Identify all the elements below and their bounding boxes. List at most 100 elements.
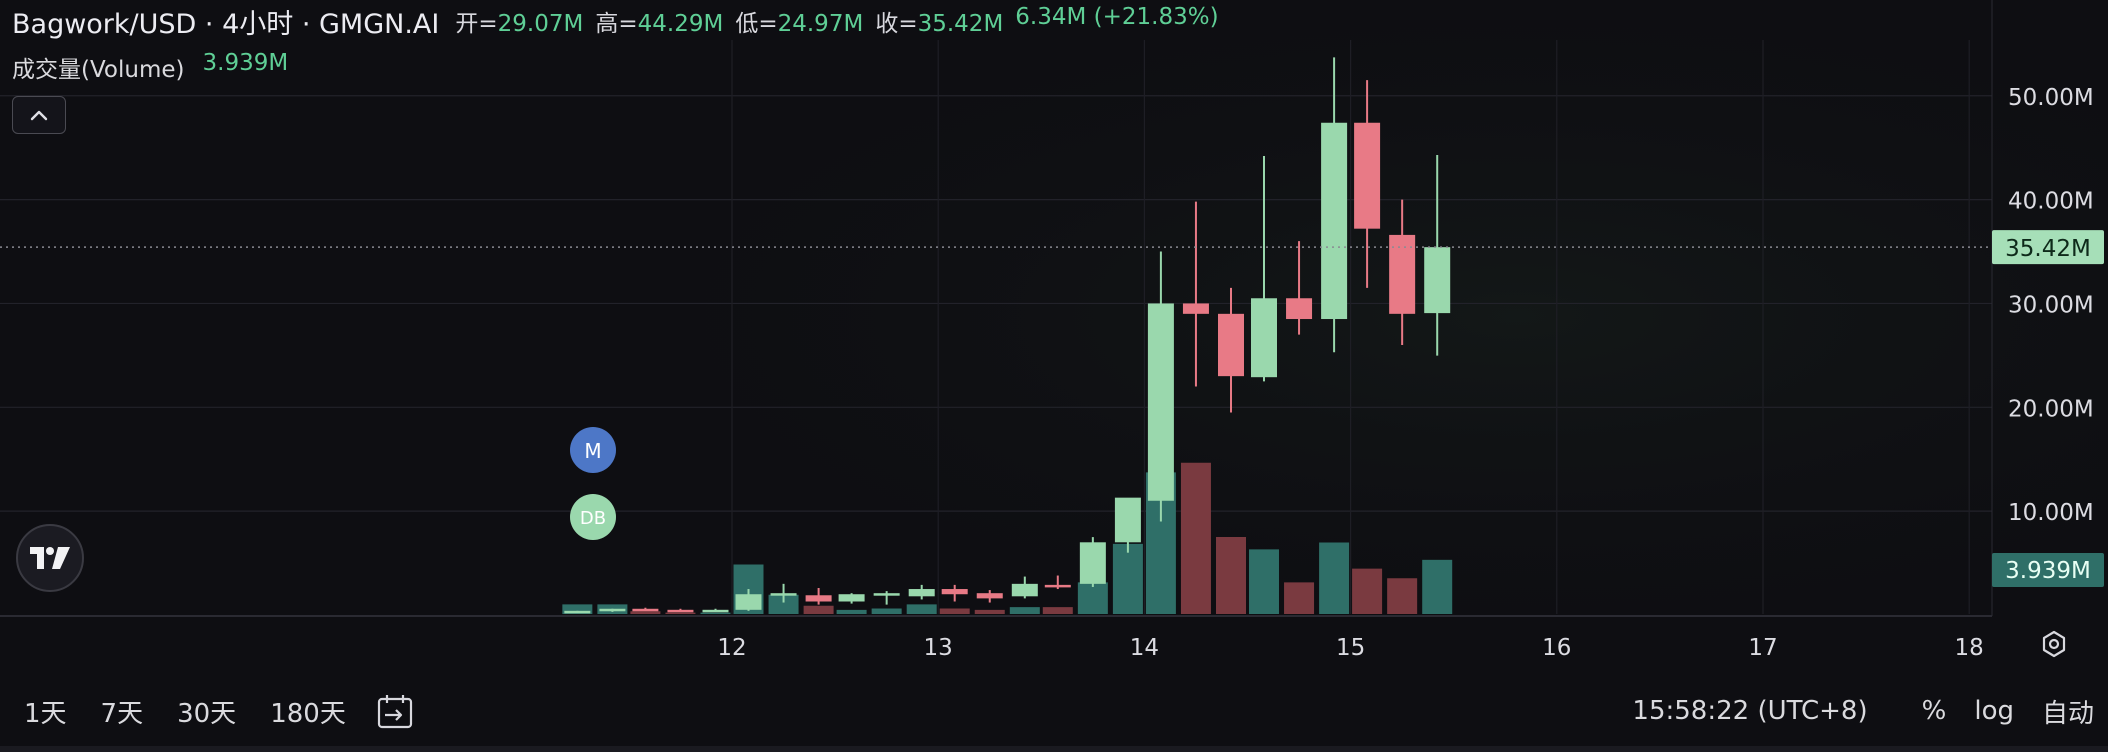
- marker-m-label: M: [584, 439, 601, 463]
- volume-bar: [803, 605, 834, 614]
- last-price-tag: [1992, 230, 2104, 265]
- x-tick-label: 14: [1130, 635, 1159, 661]
- ohlc-values: 开=29.07M 高=44.29M 低=24.97M 收=35.42M 6.34…: [455, 4, 1218, 38]
- candle-body: [1079, 542, 1106, 584]
- calendar-goto-icon: [377, 695, 413, 729]
- candle-body: [702, 609, 729, 613]
- volume-value: 3.939M: [202, 50, 289, 76]
- candle-body: [1011, 583, 1038, 597]
- volume-label: 成交量(Volume): [12, 57, 185, 83]
- close-value: 35.42M: [917, 11, 1004, 37]
- volume-bar: [562, 604, 593, 614]
- candle-body: [1286, 298, 1313, 320]
- marker-db-circle: [570, 494, 616, 540]
- range-30d[interactable]: 30天: [177, 698, 237, 729]
- candle-body: [599, 608, 626, 612]
- candle-body: [770, 593, 797, 596]
- auto-scale-toggle[interactable]: 自动: [2041, 698, 2094, 729]
- open-label: 开=: [455, 11, 498, 37]
- candle-body: [1354, 122, 1381, 229]
- x-tick-label: 13: [924, 635, 953, 661]
- low-value: 24.97M: [777, 11, 864, 37]
- marker-m-circle: [570, 427, 616, 473]
- candle-body: [873, 593, 900, 596]
- bottom-scroll-strip[interactable]: [0, 746, 2108, 752]
- volume-bar: [1077, 582, 1108, 614]
- x-tick-label: 17: [1748, 635, 1777, 661]
- y-tick-label: 10.00M: [2008, 500, 2094, 526]
- candle-body: [908, 589, 935, 597]
- candle-body: [632, 608, 659, 612]
- volume-bar: [1112, 543, 1143, 614]
- volume-bar: [700, 612, 731, 614]
- candle-body: [667, 609, 694, 613]
- close-label: 收=: [875, 11, 918, 37]
- scale-controls: 15:58:22 (UTC+8) % log 自动: [1632, 693, 2094, 730]
- x-tick-label: 12: [717, 635, 746, 661]
- volume-bar: [1009, 607, 1040, 614]
- volume-bar: [1180, 462, 1211, 614]
- goto-date-button[interactable]: [374, 690, 416, 732]
- chart-settings-button[interactable]: [2036, 626, 2072, 662]
- last-volume-tag: [1992, 553, 2104, 587]
- x-tick-label: 16: [1542, 635, 1571, 661]
- y-tick-label: 40.00M: [2008, 189, 2094, 215]
- volume-bar: [768, 594, 799, 614]
- volume-bar: [630, 611, 661, 614]
- volume-bar: [1042, 607, 1073, 614]
- candle-body: [1147, 303, 1174, 501]
- candle-body: [838, 594, 865, 602]
- clock-timezone[interactable]: 15:58:22 (UTC+8): [1632, 696, 1868, 726]
- candle-body: [1389, 234, 1416, 314]
- low-label: 低=: [735, 11, 778, 37]
- volume-bar: [1319, 542, 1350, 614]
- candle-body: [564, 610, 591, 614]
- tradingview-logo-button[interactable]: [16, 524, 84, 592]
- high-label: 高=: [595, 11, 638, 37]
- volume-bar: [1422, 559, 1453, 614]
- candle-body: [1321, 122, 1348, 320]
- y-tick-label: 50.00M: [2008, 85, 2094, 111]
- candle-body: [735, 594, 762, 610]
- candle-body: [1218, 313, 1245, 377]
- marker-db-label: DB: [580, 508, 606, 529]
- percent-scale-toggle[interactable]: %: [1921, 696, 1947, 726]
- volume-bar: [1352, 568, 1383, 614]
- volume-legend: 成交量(Volume) 3.939M: [12, 50, 288, 84]
- volume-bar: [871, 608, 902, 614]
- candle-body: [1182, 303, 1209, 314]
- collapse-legend-button[interactable]: [12, 96, 66, 134]
- volume-bar: [1387, 578, 1418, 614]
- candle-body: [1044, 584, 1071, 588]
- volume-bar: [1248, 549, 1279, 614]
- candle-body: [1250, 298, 1277, 378]
- open-value: 29.07M: [497, 11, 584, 37]
- volume-bar: [939, 608, 970, 614]
- range-1d[interactable]: 1天: [24, 698, 67, 729]
- x-tick-label: 15: [1336, 635, 1365, 661]
- candle-body: [1424, 247, 1451, 314]
- candle-body: [1114, 497, 1141, 543]
- y-tick-label: 20.00M: [2008, 396, 2094, 422]
- log-scale-toggle[interactable]: log: [1974, 696, 2014, 726]
- tradingview-icon: [30, 547, 70, 569]
- symbol-title: Bagwork/USD · 4小时 · GMGN.AI: [12, 8, 440, 40]
- y-tick-label: 30.00M: [2008, 292, 2094, 318]
- volume-bar: [974, 609, 1005, 614]
- x-tick-label: 18: [1955, 635, 1984, 661]
- axes: 50.00M 40.00M 30.00M 20.00M 10.00M 12 13 14 15 16…: [0, 0, 2104, 661]
- high-value: 44.29M: [637, 11, 724, 37]
- range-selector: 1天 7天 30天 180天: [24, 693, 346, 730]
- bottom-toolbar: 1天 7天 30天 180天 15:58:22 (UTC+8) % log 自动: [0, 690, 2108, 732]
- range-180d[interactable]: 180天: [270, 698, 346, 729]
- range-7d[interactable]: 7天: [100, 698, 144, 729]
- volume-bar: [906, 604, 937, 614]
- candle-body: [805, 595, 832, 602]
- event-markers: M DB: [570, 427, 616, 540]
- chevron-up-icon: [30, 110, 48, 121]
- chart-header: Bagwork/USD · 4小时 · GMGN.AI 开=29.07M 高=4…: [12, 4, 1219, 40]
- candle-body: [941, 589, 968, 595]
- volume-bar: [836, 609, 867, 614]
- volume-bar: [1284, 582, 1315, 614]
